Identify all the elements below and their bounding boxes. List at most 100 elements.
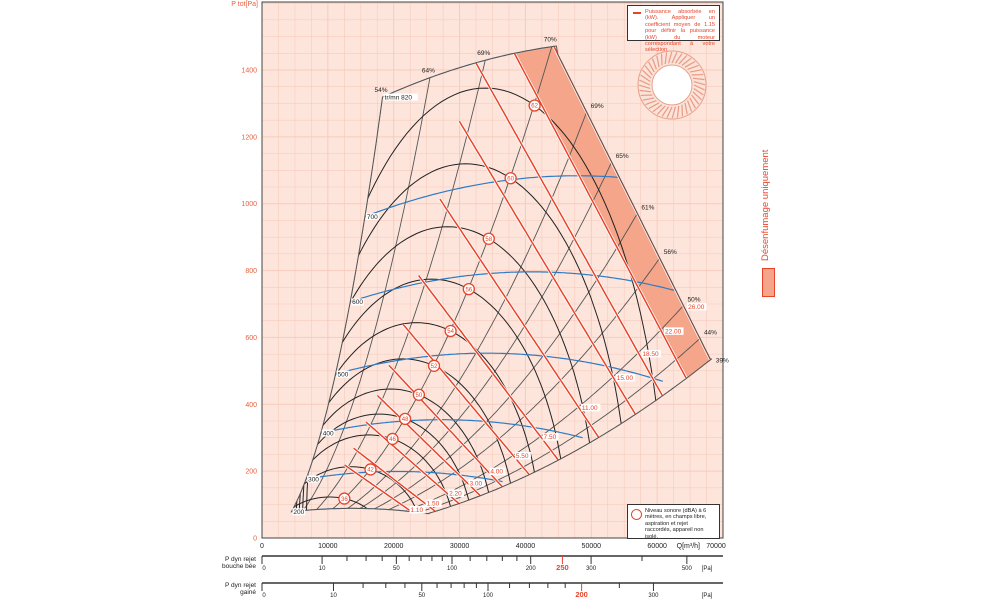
speed-label: 200: [293, 509, 304, 516]
fan-blade: [661, 106, 670, 117]
x-axis-label: Q[m³/h]: [677, 543, 700, 550]
power-label: 7.50: [544, 434, 557, 441]
power-line: [353, 447, 456, 514]
speed-label-bg: [292, 508, 306, 516]
fan-blade: [652, 104, 663, 113]
fan-blade: [671, 106, 677, 119]
smoke-only-label: Désenfumage uniquement: [760, 149, 771, 261]
power-label: 3.00: [469, 480, 482, 487]
sound-level-label: 48: [402, 417, 409, 423]
efficiency-line: [291, 46, 492, 514]
scale-tick-label: 250: [556, 563, 569, 572]
power-label: 2.20: [449, 490, 462, 497]
fan-blade: [686, 100, 693, 112]
sound-level-label: 50: [416, 393, 423, 399]
sound-level-label: 36: [341, 497, 348, 503]
fan-blade: [693, 87, 704, 96]
speed-label: 600: [352, 299, 363, 306]
fan-blade: [691, 94, 700, 105]
fan-blade: [666, 106, 673, 118]
scale-tick-label: 10: [330, 593, 337, 599]
scale-unit: [Pa]: [702, 593, 713, 599]
axes: 0 200 400 600 800 1000 1200 1400 0 10000 20000 3000…: [241, 68, 725, 551]
sound-level-label: 56: [465, 287, 472, 293]
fan-wheel-image: [637, 50, 707, 120]
fan-blade: [639, 89, 652, 93]
x-tick-label: 10000: [318, 543, 338, 550]
scale-tick-label: 100: [447, 566, 458, 572]
scale2-label-line1: P dyn rejet: [225, 582, 256, 589]
fan-blade: [640, 74, 651, 83]
x-tick-label: 50000: [582, 543, 602, 550]
smoke-only-swatch: [762, 268, 775, 297]
x-tick-label: 0: [260, 543, 264, 550]
fan-blade: [642, 69, 652, 79]
sound-level-circle: [364, 463, 377, 476]
power-label-bg: [641, 349, 661, 358]
speed-label-bg: [336, 370, 350, 378]
power-label-bg: [542, 433, 559, 441]
scale-tick-label: 0: [262, 566, 266, 572]
x-tick-label: 20000: [384, 543, 404, 550]
sound-level-label: 46: [389, 437, 396, 443]
fan-blade: [678, 55, 688, 65]
fan-blade: [681, 57, 692, 66]
x-tick-label: 60000: [647, 543, 667, 550]
power-label-bg: [425, 499, 442, 508]
speed-label: 700: [367, 214, 378, 221]
power-label: 5.50: [516, 453, 529, 460]
operating-envelope: [290, 45, 713, 515]
fan-blade: [671, 52, 678, 64]
sound-level-circle: [398, 412, 412, 426]
speed-label: tr/mn 820: [385, 94, 413, 101]
sound-level-circle: [427, 359, 441, 372]
sound-level-label: 62: [531, 104, 538, 110]
power-label: 22.00: [665, 328, 682, 335]
smoke-only-band-fill: [486, 46, 712, 472]
efficiency-line: [291, 143, 621, 514]
power-line-swatch: [633, 12, 641, 14]
fan-blade: [693, 80, 706, 86]
sound-level-label: 42: [367, 468, 374, 474]
sound-legend-text: Niveau sonore (dBA) à 6 mètres, en champ…: [645, 508, 707, 540]
x-tick-label: 40000: [516, 543, 536, 550]
efficiency-label: 50%: [687, 297, 700, 304]
scale-tick-label: 0: [262, 593, 266, 599]
scale2-label-line2: gainé: [240, 589, 256, 596]
y-tick-label: 400: [245, 402, 257, 409]
power-label: 18.50: [642, 351, 659, 358]
efficiency-label: 56%: [664, 249, 677, 256]
x-tick-label: 30000: [450, 543, 470, 550]
x-tick-label: 70000: [706, 543, 726, 550]
sound-level-label: 52: [431, 364, 438, 370]
speed-curve: [364, 175, 712, 232]
sound-circle-swatch: [631, 509, 642, 520]
efficiency-line: [291, 59, 434, 514]
speed-label-bg: [365, 213, 379, 221]
scale-tick-label: 50: [393, 566, 400, 572]
scale-tick-label: 300: [648, 593, 659, 599]
sound-level-circle: [462, 282, 475, 296]
scale2-label: P dyn rejet gainé: [196, 582, 256, 596]
fan-blade: [667, 51, 673, 64]
efficiency-label: 65%: [616, 153, 629, 160]
scale1-label-line2: bouche bée: [222, 563, 256, 570]
fan-blade: [644, 65, 653, 76]
speed-label-bg: [351, 298, 364, 306]
sound-level-label: 58: [485, 237, 492, 243]
speed-label: 300: [308, 476, 319, 483]
fan-blade: [639, 79, 651, 86]
efficiency-line: [291, 92, 595, 514]
fan-blade: [674, 53, 683, 64]
power-label: 1.50: [427, 501, 440, 508]
speed-label: 500: [337, 371, 348, 378]
y-tick-label: 600: [245, 335, 257, 342]
y-tick-label: 0: [253, 536, 257, 543]
sound-legend: Niveau sonore (dBA) à 6 mètres, en champ…: [627, 504, 720, 540]
speed-curve: [306, 470, 503, 483]
power-legend-text: Puissance absorbée en (kW). Appliquer un…: [645, 9, 715, 54]
efficiency-label: 70%: [544, 37, 557, 44]
fan-blade: [642, 97, 655, 101]
power-label-bg: [409, 505, 426, 514]
